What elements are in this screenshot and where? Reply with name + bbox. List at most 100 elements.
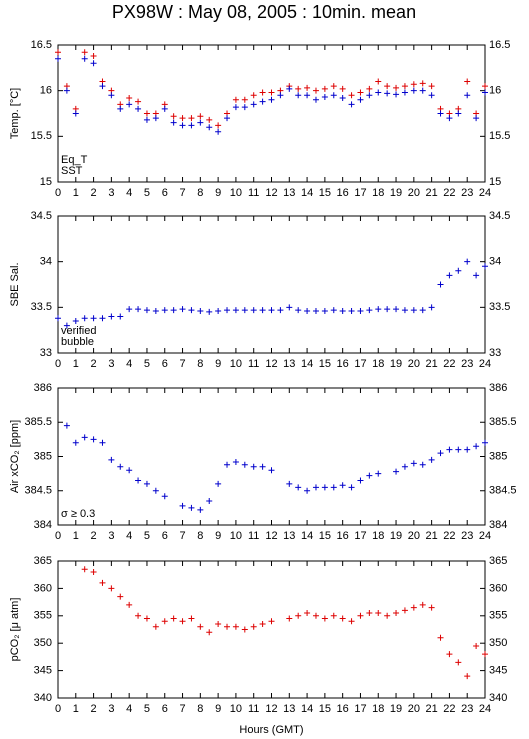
x-tick-label: 7 <box>179 358 185 370</box>
data-point <box>250 307 257 314</box>
y-tick-label-right: 384 <box>489 519 507 531</box>
y-tick-label: 360 <box>34 582 52 594</box>
data-point <box>366 307 373 314</box>
x-tick-label: 14 <box>301 358 313 370</box>
data-point <box>188 307 195 314</box>
x-tick-label: 19 <box>390 358 402 370</box>
data-point <box>473 443 480 450</box>
data-point <box>250 623 257 630</box>
x-tick-label: 8 <box>197 187 203 199</box>
data-point <box>339 482 346 489</box>
x-tick-label: 17 <box>354 530 366 542</box>
data-point <box>135 306 142 313</box>
data-point <box>99 439 106 446</box>
x-tick-label: 0 <box>55 530 61 542</box>
x-tick-label: 23 <box>461 530 473 542</box>
data-point <box>126 306 133 313</box>
data-point <box>250 101 257 108</box>
data-point <box>143 116 150 123</box>
data-point <box>375 610 382 617</box>
data-point <box>197 119 204 126</box>
data-point <box>55 49 61 56</box>
data-point <box>366 472 373 479</box>
data-point <box>482 83 488 90</box>
x-tick-label: 16 <box>337 187 349 199</box>
data-point <box>312 87 319 94</box>
x-tick-label: 7 <box>179 703 185 715</box>
y-tick-label: 365 <box>34 555 52 567</box>
data-point <box>250 92 257 99</box>
x-tick-label: 16 <box>337 358 349 370</box>
x-tick-label: 21 <box>426 187 438 199</box>
data-point <box>206 124 213 131</box>
y-tick-label: 350 <box>34 637 52 649</box>
data-point <box>224 623 231 630</box>
y-tick-label-right: 34 <box>489 256 501 268</box>
x-tick-label: 7 <box>179 187 185 199</box>
y-axis-label: SBE Sal. <box>9 262 21 306</box>
data-point <box>384 306 391 313</box>
x-tick-label: 8 <box>197 530 203 542</box>
data-point <box>126 101 133 108</box>
data-point <box>304 307 311 314</box>
y-tick-label-right: 385.5 <box>489 416 517 428</box>
data-point <box>135 477 142 484</box>
x-tick-label: 0 <box>55 187 61 199</box>
y-tick-label-right: 365 <box>489 555 507 567</box>
data-point <box>197 307 204 314</box>
x-tick-label: 15 <box>319 358 331 370</box>
data-point <box>304 487 311 494</box>
x-tick-label: 13 <box>283 187 295 199</box>
data-point <box>81 55 88 62</box>
data-point <box>428 604 435 611</box>
data-point <box>188 115 195 122</box>
data-point <box>473 272 480 279</box>
x-tick-label: 22 <box>443 358 455 370</box>
x-tick-label: 12 <box>265 703 277 715</box>
data-point <box>312 612 319 619</box>
y-tick-label-right: 384.5 <box>489 485 517 497</box>
data-point <box>339 85 346 92</box>
data-point <box>179 122 186 129</box>
x-tick-label: 13 <box>283 703 295 715</box>
data-point <box>384 612 391 619</box>
x-tick-label: 18 <box>372 358 384 370</box>
data-point <box>224 461 231 468</box>
data-point <box>410 604 417 611</box>
y-tick-label: 16 <box>40 85 52 97</box>
data-point <box>348 92 355 99</box>
x-tick-label: 24 <box>479 187 491 199</box>
data-point <box>428 92 435 99</box>
data-point <box>117 463 124 470</box>
y-tick-label-right: 350 <box>489 637 507 649</box>
x-tick-label: 12 <box>265 187 277 199</box>
x-tick-label: 4 <box>126 530 132 542</box>
y-tick-label-right: 15 <box>489 176 501 188</box>
x-tick-label: 8 <box>197 358 203 370</box>
data-point <box>72 110 79 117</box>
data-point <box>241 104 248 111</box>
data-point <box>224 115 231 122</box>
data-point <box>179 502 186 509</box>
data-point <box>295 85 302 92</box>
data-point <box>135 612 142 619</box>
y-tick-label: 33 <box>40 347 52 359</box>
data-point <box>90 436 97 443</box>
data-point <box>170 119 177 126</box>
data-point <box>277 307 284 314</box>
y-tick-label: 345 <box>34 665 52 677</box>
data-point <box>366 85 373 92</box>
data-point <box>90 315 97 322</box>
data-point <box>135 105 142 112</box>
data-point <box>410 87 417 94</box>
x-tick-label: 1 <box>73 530 79 542</box>
data-point <box>401 463 408 470</box>
data-point <box>152 307 159 314</box>
data-point <box>375 89 382 96</box>
data-point <box>108 92 115 99</box>
data-point <box>259 463 266 470</box>
x-tick-label: 9 <box>215 703 221 715</box>
y-axis-label: pCO₂ [μ atm] <box>9 598 21 662</box>
y-tick-label-right: 385 <box>489 450 507 462</box>
data-point <box>143 110 150 117</box>
